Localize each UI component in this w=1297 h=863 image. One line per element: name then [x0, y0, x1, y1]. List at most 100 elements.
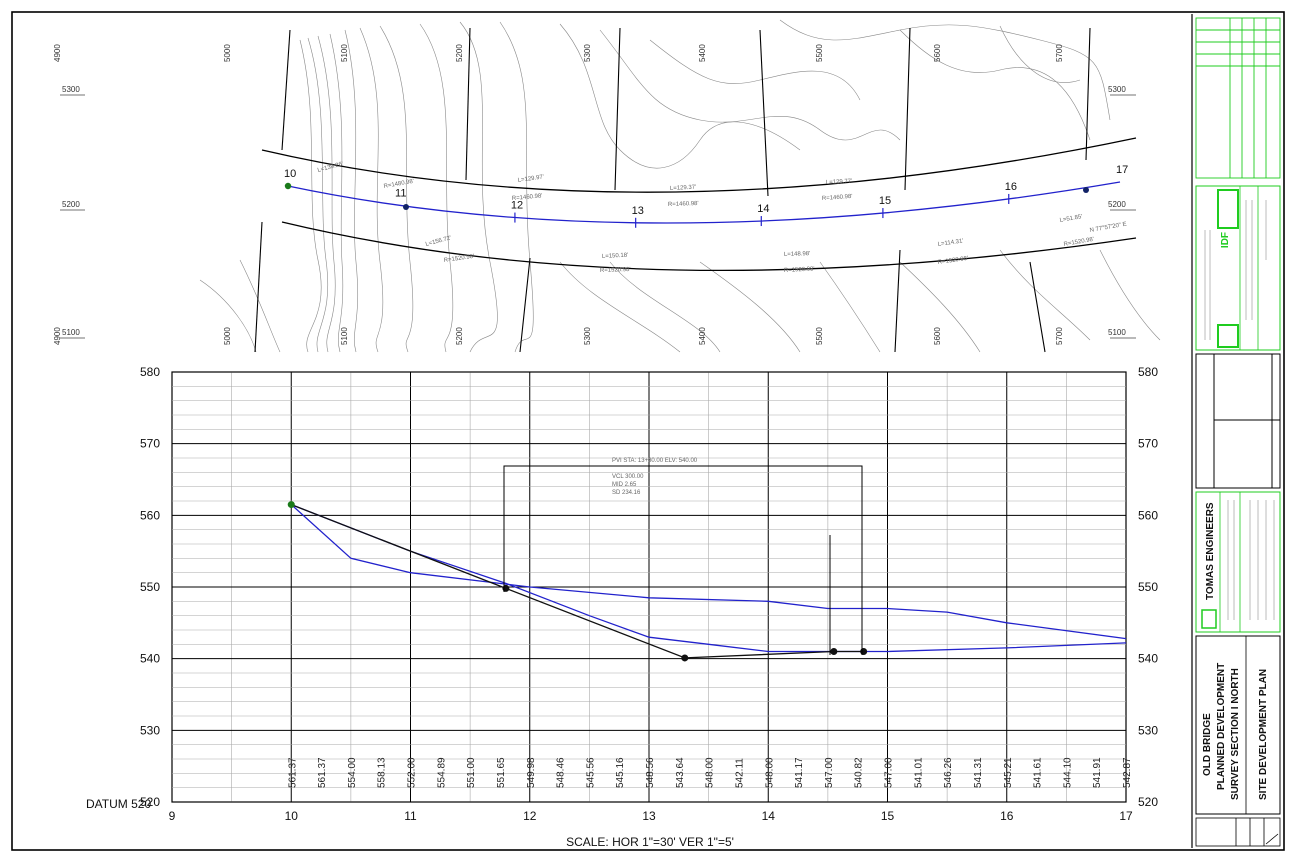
y-tick-label: 560: [140, 508, 160, 522]
curve-data-label: R=1520.98': [784, 266, 815, 274]
station-10-marker: [284, 182, 292, 190]
x-tick-label: 11: [404, 809, 417, 823]
y-tick-label: 570: [1138, 437, 1158, 451]
elevation-label: 545.56: [585, 757, 596, 788]
right-of-way-lines: [261, 137, 1137, 272]
plan-grid-x-label-top: 5200: [455, 44, 464, 62]
elevation-label: 554.00: [347, 757, 358, 788]
station-17-marker: [1083, 187, 1089, 193]
y-tick-label: 560: [1138, 508, 1158, 522]
station-label: 14: [757, 203, 769, 215]
revision-grid: [1195, 17, 1281, 179]
firm-info-box: TOMAS ENGINEERS: [1195, 491, 1281, 633]
profile-markers: [287, 501, 868, 662]
plan-grid-x-label-top: 5300: [583, 44, 592, 62]
curve-data-label: N 77°57'20" E: [1089, 222, 1127, 234]
plan-grid-x-label-top: 5500: [815, 44, 824, 62]
y-tick-label: 580: [1138, 365, 1158, 379]
elevation-label: 542.87: [1122, 757, 1133, 788]
elevation-label: 549.98: [526, 757, 537, 788]
x-tick-label: 15: [881, 809, 895, 823]
elevation-label: 541.17: [794, 757, 805, 788]
elevation-label: 551.00: [466, 757, 477, 788]
profile-grid: [171, 371, 1127, 803]
y-tick-label: 540: [1138, 652, 1158, 666]
plan-grid-x-label-bottom: 5300: [583, 327, 592, 345]
station-label: 10: [284, 168, 296, 180]
firm-logo-block: IDF: [1195, 185, 1281, 351]
y-tick-label: 540: [140, 652, 160, 666]
elevation-label: 541.91: [1092, 757, 1103, 788]
profile-point-marker: [860, 648, 868, 655]
profile-view: 580 570 560 550 540 530 520 580 570 560 550 540 530…: [86, 365, 1158, 849]
station-label: 11: [395, 187, 406, 199]
elevation-label: 547.00: [884, 757, 895, 788]
station-11-marker: [403, 204, 409, 210]
station-label: 17: [1116, 164, 1128, 176]
curve-data-label: R=1520.98': [1063, 237, 1094, 248]
sheet-border: [11, 11, 1285, 851]
curve-data-label: L=129.37': [670, 185, 697, 192]
curve-data-label: R=1480.98': [383, 179, 414, 190]
y-tick-label: 520: [140, 795, 160, 809]
elevation-label: 544.10: [1062, 757, 1073, 788]
title-block: IDF TOMAS ENGINEERS: [1195, 17, 1281, 847]
station-ticks: [514, 193, 1010, 228]
plan-grid-y-label-right: 5100: [1108, 328, 1126, 337]
y-tick-label: 530: [140, 723, 160, 737]
plan-grid-y-label-left: 5300: [62, 85, 80, 94]
firm-name: TOMAS ENGINEERS: [1205, 502, 1216, 600]
y-tick-label: 520: [1138, 795, 1158, 809]
x-tick-label: 12: [523, 809, 537, 823]
curve-data-label: L=148.98': [784, 251, 811, 258]
x-tick-label: 13: [642, 809, 656, 823]
y-tick-label: 550: [140, 580, 160, 594]
elevation-label: 561.37: [287, 757, 298, 788]
profile-point-marker: [830, 648, 838, 655]
y-tick-label: 580: [140, 365, 160, 379]
alignment-centerline: [287, 181, 1121, 224]
curve-data-label: R=1520.98': [600, 267, 631, 274]
approval-boxes: [1195, 353, 1281, 489]
plan-view: 10 11 12 13 14 15 16 17 4900 4900 5000 5000 5100 510…: [53, 19, 1161, 353]
curve-data-label: R=1520.98': [443, 254, 474, 264]
elevation-label: 548.56: [645, 757, 656, 788]
curve-data-label: L=150.18': [602, 253, 629, 260]
pvi-note: PVI STA: 13+30.00 ELV: 540.00: [612, 458, 698, 464]
x-tick-label: 10: [285, 809, 299, 823]
plan-grid-x-label-top: 5400: [698, 44, 707, 62]
datum-label: DATUM 520: [86, 797, 151, 811]
pvi-note: VCL 300.00: [612, 474, 644, 480]
elevation-label: 548.00: [764, 757, 775, 788]
property-lines: [254, 27, 1091, 353]
plan-grid-x-label-bottom: 5000: [223, 327, 232, 345]
elevation-label: 542.11: [734, 758, 745, 788]
contour-lines: [199, 19, 1161, 353]
sheet-title: SITE DEVELOPMENT PLAN: [1258, 669, 1269, 800]
y-tick-label: 550: [1138, 580, 1158, 594]
curve-data-label: L=139.26': [317, 161, 344, 174]
project-title-box: OLD BRIDGE PLANNED DEVELOPMENT SURVEY SE…: [1195, 635, 1281, 815]
elevation-label: 561.37: [317, 757, 328, 788]
profile-series-line: [291, 503, 1127, 653]
elevation-label: 540.82: [854, 757, 865, 788]
plan-grid-x-label-bottom: 5700: [1055, 327, 1064, 345]
curve-data-label: R=1460.98': [822, 194, 853, 202]
plan-grid-x-label-top: 5000: [223, 44, 232, 62]
pvi-notes: PVI STA: 13+30.00 ELV: 540.00 VCL 300.00 M…: [612, 458, 698, 496]
station-label: 13: [632, 205, 644, 217]
sheet-number-box: [1195, 817, 1281, 847]
y-axis-left-labels: 580 570 560 550 540 530 520: [140, 365, 160, 809]
curve-data-label: L=114.31': [937, 238, 963, 248]
elevation-label: 543.64: [675, 757, 686, 788]
plan-grid-x-label-top: 5100: [340, 44, 349, 62]
plan-grid-x-label-bottom: 5500: [815, 327, 824, 345]
plan-grid-x-label-bottom: 5400: [698, 327, 707, 345]
plan-grid-x-label-bottom: 5200: [455, 327, 464, 345]
x-tick-label: 14: [762, 809, 776, 823]
plan-grid-x-label-bottom: 4900: [53, 327, 62, 345]
x-tick-label: 17: [1119, 809, 1133, 823]
elevation-labels: 561.37 561.37 554.00 558.13 552.00 554.89 551.…: [287, 757, 1133, 788]
elevation-label: 548.46: [556, 757, 567, 788]
